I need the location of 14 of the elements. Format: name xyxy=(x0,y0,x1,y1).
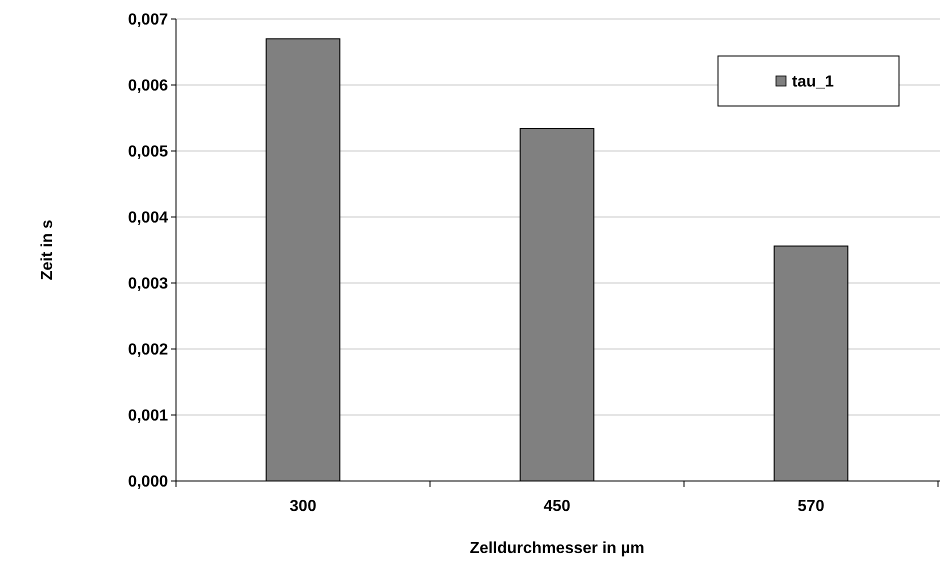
x-tick-label: 570 xyxy=(798,498,824,515)
y-tick-label: 0,004 xyxy=(128,210,168,227)
y-tick-label: 0,002 xyxy=(128,342,168,359)
y-tick-label: 0,005 xyxy=(128,144,168,161)
legend-label: tau_1 xyxy=(792,74,834,91)
y-tick-label: 0,006 xyxy=(128,78,168,95)
x-tick-label: 450 xyxy=(544,498,570,515)
y-tick-label: 0,000 xyxy=(128,474,168,491)
y-axis-title: Zeit in s xyxy=(39,220,56,280)
x-tick-label: 300 xyxy=(290,498,316,515)
x-axis-title: Zelldurchmesser in µm xyxy=(470,540,644,557)
y-tick-label: 0,007 xyxy=(128,12,168,29)
y-tick-label: 0,001 xyxy=(128,408,168,425)
y-tick-label: 0,003 xyxy=(128,276,168,293)
